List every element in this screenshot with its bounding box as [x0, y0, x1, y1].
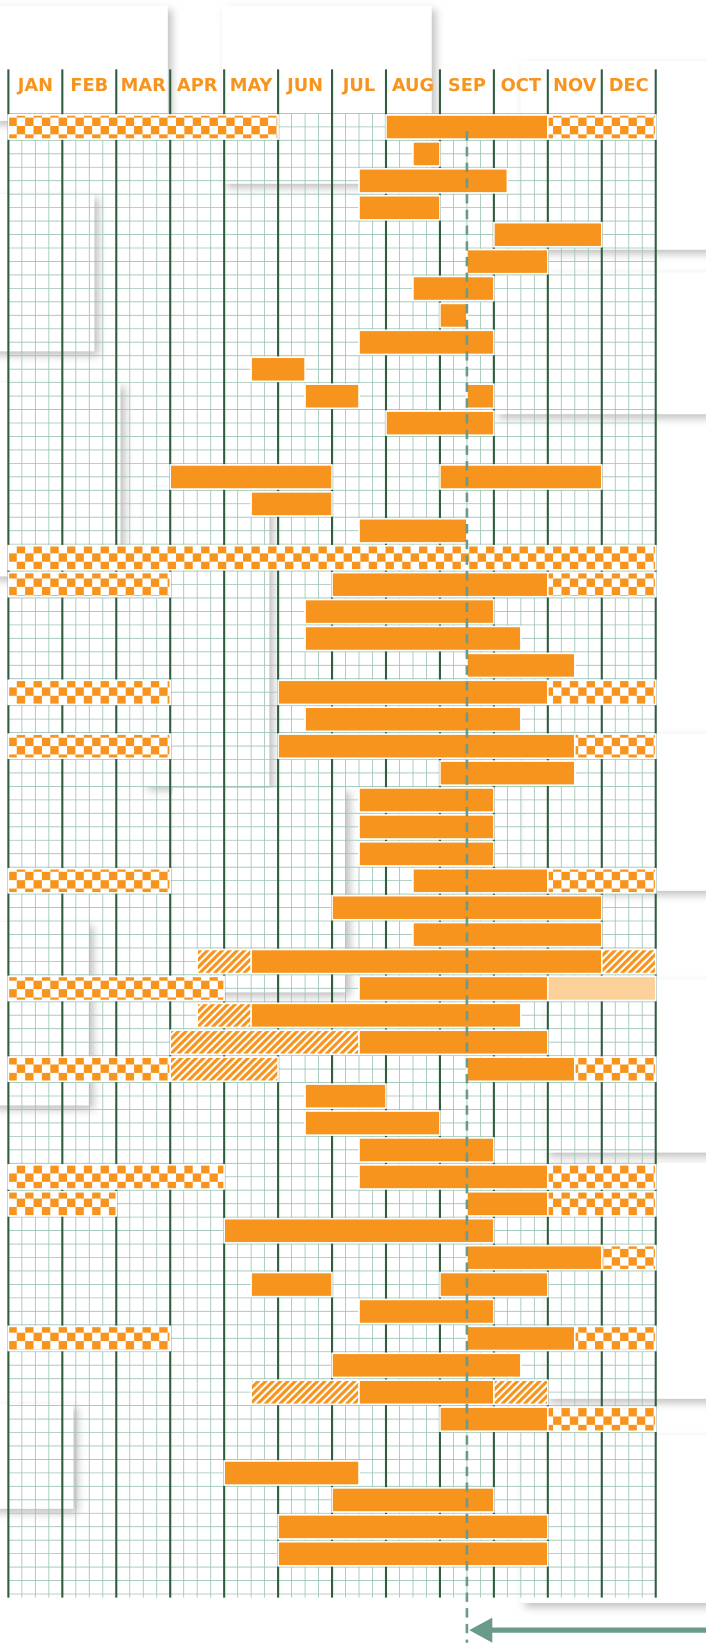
bar-solid — [359, 1165, 548, 1189]
bar-solid — [332, 1488, 494, 1512]
bar-solid — [359, 330, 494, 354]
bar-solid — [467, 1326, 575, 1350]
page: {"months":["JAN","FEB","MAR","APR","MAY"… — [0, 0, 706, 1643]
bar-solid — [440, 465, 602, 489]
bar-checker — [548, 1165, 656, 1189]
bar-solid — [467, 1192, 548, 1216]
bar-hatched — [170, 1057, 278, 1081]
bar-solid — [359, 1138, 494, 1162]
bar-solid — [359, 976, 548, 1000]
bar-hatched — [494, 1380, 548, 1404]
month-label: MAY — [230, 75, 274, 96]
bar-solid — [467, 1057, 575, 1081]
bar-solid — [359, 842, 494, 866]
bar-checker — [575, 1057, 656, 1081]
bar-checker — [548, 1407, 656, 1431]
month-label: OCT — [501, 75, 542, 96]
bar-checker — [8, 1192, 116, 1216]
bar-solid — [305, 384, 359, 408]
bar-solid — [251, 1003, 521, 1027]
bar-hatched — [197, 950, 251, 974]
bar-solid — [224, 1219, 494, 1243]
bar-checker — [8, 115, 278, 139]
month-label: JUL — [342, 75, 375, 96]
month-label: SEP — [448, 75, 486, 96]
bar-solid — [467, 1246, 602, 1270]
bar-solid — [278, 680, 548, 704]
bar-checker — [575, 1326, 656, 1350]
bar-hatched — [251, 1380, 359, 1404]
bar-checker — [548, 1192, 656, 1216]
bar-checker — [548, 680, 656, 704]
bar-solid — [440, 303, 467, 327]
bar-solid — [413, 276, 494, 300]
bar-solid — [305, 1111, 440, 1135]
bar-solid — [359, 519, 467, 543]
bar-solid — [440, 1273, 548, 1297]
bar-solid — [251, 492, 332, 516]
bar-solid — [359, 1030, 548, 1054]
month-label: JUN — [286, 75, 323, 96]
bar-solid — [467, 653, 575, 677]
arrow — [469, 1618, 706, 1643]
bar-solid — [278, 734, 575, 758]
bar-checker — [8, 573, 170, 597]
bar-solid — [305, 626, 521, 650]
bar-solid — [332, 1353, 521, 1377]
bar-checker — [8, 546, 655, 570]
bar-solid — [332, 573, 548, 597]
bar-checker — [575, 734, 656, 758]
bar-solid — [251, 1273, 332, 1297]
bar-solid — [278, 1542, 548, 1566]
bar-checker — [8, 1057, 170, 1081]
bar-solid — [359, 169, 507, 193]
bar-checker — [8, 976, 224, 1000]
bar-solid — [170, 465, 332, 489]
bar-solid — [467, 384, 494, 408]
bar-solid — [359, 1380, 494, 1404]
season-chart: JAN FEB MAR APR MAY JUN JUL AUG SEP OCT NOV DEC — [0, 0, 706, 1643]
bar-solid — [359, 788, 494, 812]
bar-solid — [440, 761, 575, 785]
bar-solid — [278, 1515, 548, 1539]
bar-solid — [359, 815, 494, 839]
bar-hatched — [170, 1030, 359, 1054]
bar-solid — [305, 707, 521, 731]
bar-checker — [548, 573, 656, 597]
bar-hatched — [197, 1003, 251, 1027]
bar-checker — [548, 115, 656, 139]
bar-checker — [602, 1246, 656, 1270]
bar-solid — [386, 411, 494, 435]
bar-checker — [8, 680, 170, 704]
bar-solid — [305, 600, 494, 624]
bar-solid — [413, 923, 602, 947]
month-label: FEB — [70, 75, 108, 96]
bar-solid — [359, 1299, 494, 1323]
bar-light — [548, 976, 656, 1000]
bar-solid — [359, 196, 440, 220]
bar-checker — [8, 1165, 224, 1189]
bar-solid — [224, 1461, 359, 1485]
bar-checker — [8, 869, 170, 893]
month-label: MAR — [121, 75, 166, 96]
bar-solid — [251, 357, 305, 381]
bar-solid — [413, 869, 548, 893]
bar-solid — [305, 1084, 386, 1108]
month-label: NOV — [553, 75, 597, 96]
month-label: AUG — [392, 75, 434, 96]
bar-solid — [440, 1407, 548, 1431]
bar-checker — [8, 1326, 170, 1350]
bar-solid — [494, 223, 602, 247]
bar-solid — [413, 142, 440, 166]
month-label: APR — [177, 75, 218, 96]
bar-checker — [548, 869, 656, 893]
bar-checker — [8, 734, 170, 758]
bar-hatched — [602, 950, 656, 974]
bar-solid — [467, 250, 548, 274]
month-label: DEC — [609, 75, 649, 96]
month-label: JAN — [17, 75, 53, 96]
bar-solid — [251, 950, 602, 974]
